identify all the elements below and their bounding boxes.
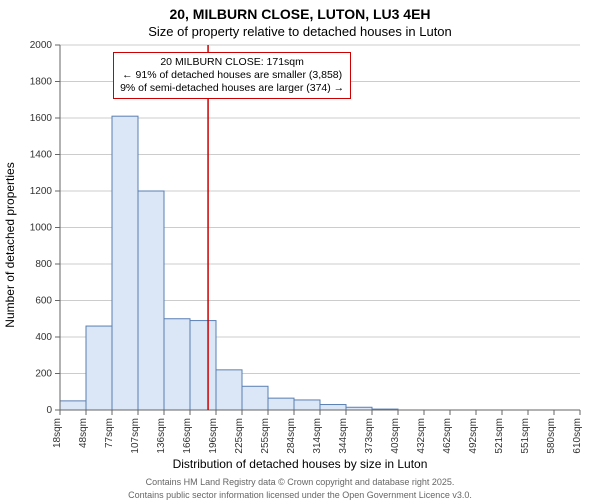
x-tick-label: 77sqm (104, 418, 115, 448)
x-tick-label: 580sqm (546, 418, 557, 454)
y-tick-label: 1800 (30, 77, 53, 88)
y-tick-label: 800 (35, 259, 52, 270)
y-tick-label: 400 (35, 332, 52, 343)
histogram-bar (216, 370, 242, 410)
x-tick-label: 344sqm (338, 418, 349, 454)
histogram-bar (138, 191, 164, 410)
histogram-bar (268, 398, 294, 410)
footer-line-1: Contains HM Land Registry data © Crown c… (0, 477, 600, 487)
x-tick-label: 18sqm (52, 418, 63, 448)
plot-area: 020040060080010001200140016001800200018s… (60, 45, 590, 410)
y-tick-label: 200 (35, 369, 52, 380)
x-tick-label: 136sqm (156, 418, 167, 454)
x-tick-label: 551sqm (520, 418, 531, 454)
x-tick-label: 255sqm (260, 418, 271, 454)
x-tick-label: 48sqm (78, 418, 89, 448)
x-tick-label: 373sqm (364, 418, 375, 454)
x-tick-label: 166sqm (182, 418, 193, 454)
chart-subtitle: Size of property relative to detached ho… (0, 24, 600, 39)
histogram-bar (112, 116, 138, 410)
x-tick-label: 432sqm (416, 418, 427, 454)
histogram-bar (294, 400, 320, 410)
y-tick-label: 1400 (30, 150, 53, 161)
histogram-bar (320, 405, 346, 410)
histogram-bar (60, 401, 86, 410)
y-tick-label: 600 (35, 296, 52, 307)
x-tick-label: 610sqm (572, 418, 583, 454)
footer-line-2: Contains public sector information licen… (0, 490, 600, 500)
y-tick-label: 1600 (30, 113, 53, 124)
chart-title: 20, MILBURN CLOSE, LUTON, LU3 4EH (0, 6, 600, 22)
x-tick-label: 196sqm (208, 418, 219, 454)
y-tick-label: 1200 (30, 186, 53, 197)
annotation-box: 20 MILBURN CLOSE: 171sqm ← 91% of detach… (113, 52, 351, 99)
x-tick-label: 462sqm (442, 418, 453, 454)
histogram-bar (190, 321, 216, 410)
histogram-bar (164, 319, 190, 410)
histogram-bar (86, 326, 112, 410)
x-tick-label: 403sqm (390, 418, 401, 454)
x-tick-label: 521sqm (494, 418, 505, 454)
histogram-bar (242, 386, 268, 410)
y-tick-label: 2000 (30, 40, 53, 51)
annotation-line-3: 9% of semi-detached houses are larger (3… (120, 82, 344, 95)
annotation-line-1: 20 MILBURN CLOSE: 171sqm (120, 56, 344, 69)
x-axis-label: Distribution of detached houses by size … (0, 457, 600, 471)
x-tick-label: 314sqm (312, 418, 323, 454)
y-tick-label: 0 (46, 405, 52, 416)
x-tick-label: 225sqm (234, 418, 245, 454)
x-tick-label: 284sqm (286, 418, 297, 454)
x-tick-label: 492sqm (468, 418, 479, 454)
y-tick-label: 1000 (30, 223, 53, 234)
annotation-line-2: ← 91% of detached houses are smaller (3,… (120, 69, 344, 82)
x-tick-label: 107sqm (130, 418, 141, 454)
y-axis-label: Number of detached properties (3, 162, 17, 327)
